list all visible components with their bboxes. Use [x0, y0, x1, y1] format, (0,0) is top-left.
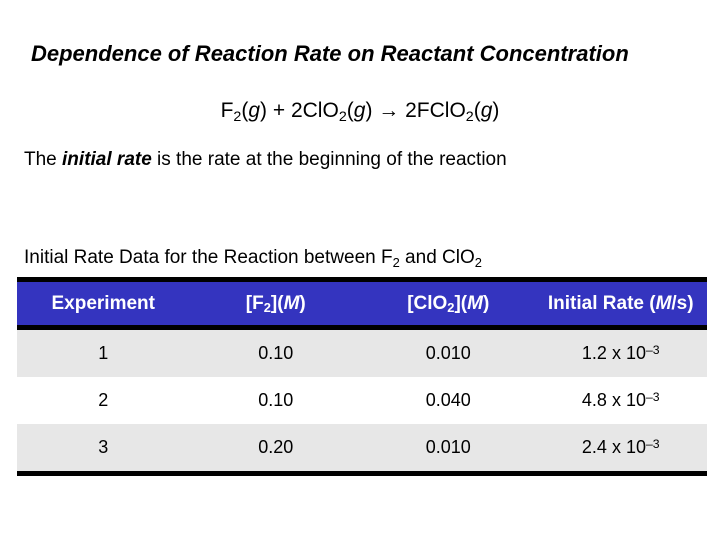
cell-experiment: 1 — [98, 343, 109, 363]
cell-initial-rate: 4.8 x 10–3 — [581, 389, 660, 410]
column-header-f2-concentration: [F2](M) — [245, 292, 306, 316]
cell-clo2-concentration: 0.040 — [425, 390, 471, 410]
cell-initial-rate: 1.2 x 10–3 — [581, 342, 660, 363]
cell-clo2-concentration: 0.010 — [425, 437, 471, 457]
body-text: The initial rate is the rate at the begi… — [24, 149, 507, 170]
table-row-2: 2 0.10 0.040 4.8 x 10–3 — [17, 377, 707, 424]
cell-experiment: 2 — [98, 390, 109, 410]
table-caption: Initial Rate Data for the Reaction betwe… — [24, 247, 482, 270]
cell-clo2-concentration: 0.010 — [425, 343, 471, 363]
cell-initial-rate: 2.4 x 10–3 — [581, 436, 660, 457]
cell-f2-concentration: 0.20 — [258, 437, 294, 457]
cell-f2-concentration: 0.10 — [258, 343, 294, 363]
chemical-equation: F2(g) + 2ClO2(g) → 2FClO2(g) — [220, 99, 500, 125]
table-row-3: 3 0.20 0.010 2.4 x 10–3 — [17, 424, 707, 471]
cell-f2-concentration: 0.10 — [258, 390, 294, 410]
table-header-row: Experiment [F2](M) [ClO2](M) Initial Rat… — [17, 282, 707, 330]
initial-rate-data-table: Experiment [F2](M) [ClO2](M) Initial Rat… — [17, 277, 707, 476]
column-header-clo2-concentration: [ClO2](M) — [407, 292, 490, 316]
column-header-experiment: Experiment — [51, 292, 155, 314]
column-header-initial-rate: Initial Rate (M/s) — [547, 292, 694, 314]
table-row-1: 1 0.10 0.010 1.2 x 10–3 — [17, 330, 707, 377]
slide-title: Dependence of Reaction Rate on Reactant … — [31, 41, 629, 66]
cell-experiment: 3 — [98, 437, 109, 457]
